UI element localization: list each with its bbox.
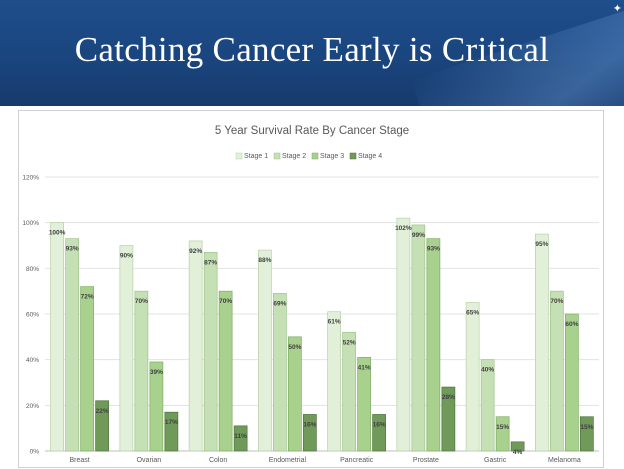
data-label: 16% [373,421,386,428]
data-label: 87% [204,259,217,266]
chart-area: 5 Year Survival Rate By Cancer Stage Sta… [18,110,604,468]
bar [510,441,525,452]
data-label: 28% [442,394,455,401]
title-banner: Catching Cancer Early is Critical ✦ [0,0,624,106]
bar [411,224,426,452]
data-label: 50% [288,344,301,351]
bar [80,286,94,452]
bar [372,414,386,452]
bar [258,249,272,452]
y-tick-label: 80% [26,266,39,273]
data-label: 15% [580,424,593,431]
data-labels: 100% 93% 72% 22% 90% 70% 39% 17% 92%87% 70% 11% 88%… [49,225,594,456]
bar [480,359,495,452]
y-tick-label: 100% [22,220,39,227]
bar [396,217,411,452]
x-axis: Breast Ovarian Colon Endometrial Pancreatic P… [70,457,581,464]
legend-swatch [273,152,281,160]
data-label: 15% [496,424,509,431]
data-label: 70% [135,298,148,305]
data-label: 93% [427,246,440,253]
data-label: 65% [466,310,479,317]
legend-swatch [235,152,243,160]
data-label: 93% [66,246,79,253]
bar [203,252,218,452]
data-label: 41% [358,364,371,371]
bar [273,293,287,452]
bar [535,233,549,452]
category-label: Colon [209,457,227,464]
bar [288,336,302,452]
data-label: 100% [49,230,66,237]
data-label: 16% [303,421,316,428]
legend-label: Stage 4 [358,153,382,160]
y-axis: 0% 20% 40% 60% 80% 100% 120% [22,175,39,456]
category-label: Breast [70,457,90,464]
bar [50,222,64,452]
bar [149,361,164,452]
bar [218,290,233,452]
bar [495,416,510,452]
bar [134,290,149,452]
data-label: 52% [343,339,356,346]
bar [550,290,564,452]
corner-star-icon: ✦ [612,3,622,15]
data-label: 61% [328,319,341,326]
data-label: 60% [565,321,578,328]
bar [233,425,248,452]
data-label: 72% [81,294,94,301]
legend-label: Stage 1 [244,153,268,160]
y-tick-label: 120% [22,175,39,182]
bar [441,386,456,452]
survival-rate-chart: 5 Year Survival Rate By Cancer Stage Sta… [22,125,599,464]
category-label: Endometrial [269,457,307,464]
category-label: Ovarian [137,457,162,464]
category-label: Prostate [413,457,439,464]
legend-label: Stage 3 [320,153,344,160]
bar [95,400,109,452]
data-label: 88% [258,257,271,264]
data-label: 4% [513,449,523,456]
data-label: 40% [481,367,494,374]
bar [342,331,356,452]
data-label: 69% [273,300,286,307]
data-label: 11% [234,433,247,440]
legend-swatch [311,152,319,160]
data-label: 22% [96,408,109,415]
category-label: Gastric [484,457,507,464]
bar [65,238,79,452]
bar [357,357,371,452]
data-label: 17% [165,419,178,426]
bars [50,217,594,452]
data-label: 99% [412,232,425,239]
bar [565,313,579,452]
slide-title: Catching Cancer Early is Critical [74,30,550,69]
y-tick-label: 60% [26,312,39,319]
bar [119,245,134,452]
data-label: 39% [150,369,163,376]
legend-swatch [349,152,357,160]
data-label: 102% [395,225,412,232]
category-label: Pancreatic [340,457,374,464]
bar [188,240,203,452]
data-label: 92% [189,248,202,255]
bar [426,238,441,452]
chart-title: 5 Year Survival Rate By Cancer Stage [215,125,409,137]
bar [580,416,594,452]
y-tick-label: 20% [26,403,39,410]
y-tick-label: 0% [30,449,40,456]
bar [164,411,179,452]
chart-legend: Stage 1 Stage 2 Stage 3 Stage 4 [235,152,382,160]
data-label: 70% [219,298,232,305]
bar [303,414,317,452]
category-label: Melanoma [548,457,581,464]
data-label: 70% [550,298,563,305]
data-label: 95% [535,241,548,248]
bar [327,311,341,452]
data-label: 90% [120,253,133,260]
y-tick-label: 40% [26,357,39,364]
bar [465,302,480,452]
legend-label: Stage 2 [282,153,306,160]
